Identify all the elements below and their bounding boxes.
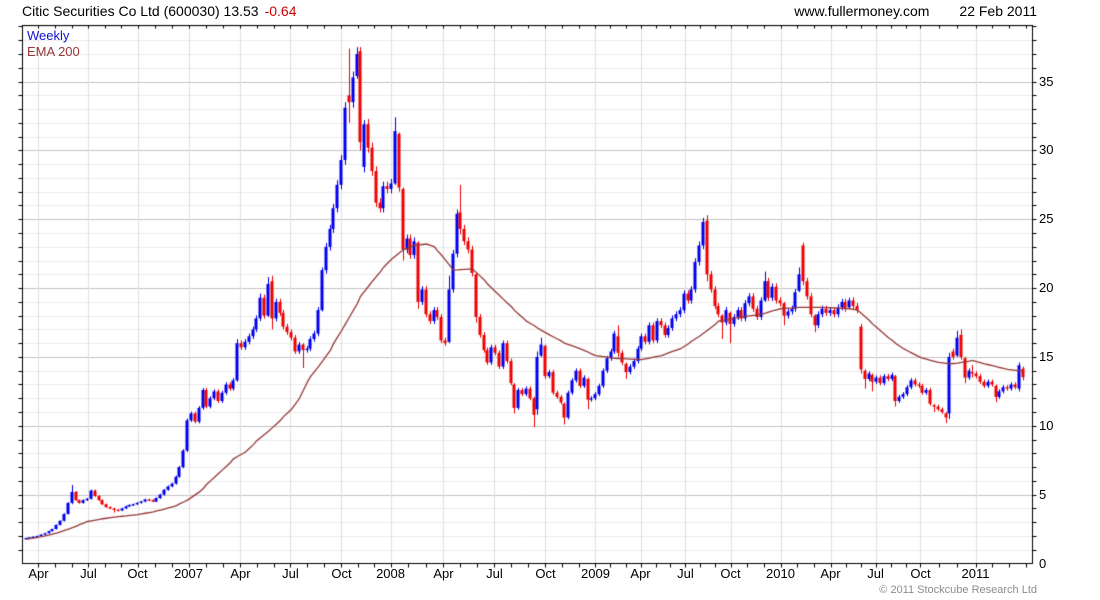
y-tick-label: 35 xyxy=(1039,73,1054,89)
x-tick-label: 2009 xyxy=(581,566,610,581)
x-tick-label: Jul xyxy=(282,566,299,581)
y-tick-label: 0 xyxy=(1039,555,1047,571)
x-tick-label: Apr xyxy=(630,566,651,581)
chart-date: 22 Feb 2011 xyxy=(959,3,1037,19)
copyright-notice: © 2011 Stockcube Research Ltd xyxy=(879,584,1037,596)
y-tick-label: 20 xyxy=(1039,280,1054,296)
page-title: Citic Securities Co Ltd (600030) 13.53 -0… xyxy=(22,3,297,19)
x-tick-label: 2010 xyxy=(766,566,795,581)
x-tick-label: Apr xyxy=(230,566,251,581)
instrument-title: Citic Securities Co Ltd (600030) 13.53 xyxy=(22,3,259,19)
x-tick-label: 2008 xyxy=(376,566,405,581)
site-url: www.fullermoney.com xyxy=(794,3,930,19)
x-tick-label: Oct xyxy=(127,566,148,581)
x-tick-label: Oct xyxy=(535,566,556,581)
y-tick-label: 15 xyxy=(1039,348,1054,364)
x-tick-label: Apr xyxy=(433,566,454,581)
x-tick-label: Oct xyxy=(720,566,741,581)
legend-ema: EMA 200 xyxy=(27,44,80,59)
y-tick-label: 10 xyxy=(1039,417,1054,433)
x-tick-label: Jul xyxy=(677,566,694,581)
x-tick-label: 2007 xyxy=(174,566,203,581)
x-tick-label: Oct xyxy=(910,566,931,581)
x-tick-label: Oct xyxy=(331,566,352,581)
x-tick-label: Apr xyxy=(820,566,841,581)
y-tick-label: 30 xyxy=(1039,142,1054,158)
x-tick-label: Jul xyxy=(80,566,97,581)
price-change: -0.64 xyxy=(264,3,297,19)
y-tick-label: 25 xyxy=(1039,211,1054,227)
header-right: www.fullermoney.com 22 Feb 2011 xyxy=(794,3,1037,19)
y-tick-label: 5 xyxy=(1039,486,1047,502)
x-tick-label: Apr xyxy=(28,566,49,581)
x-tick-label: 2011 xyxy=(961,566,990,581)
x-tick-label: Jul xyxy=(867,566,884,581)
legend-timeframe: Weekly xyxy=(27,28,70,43)
x-tick-label: Jul xyxy=(486,566,503,581)
